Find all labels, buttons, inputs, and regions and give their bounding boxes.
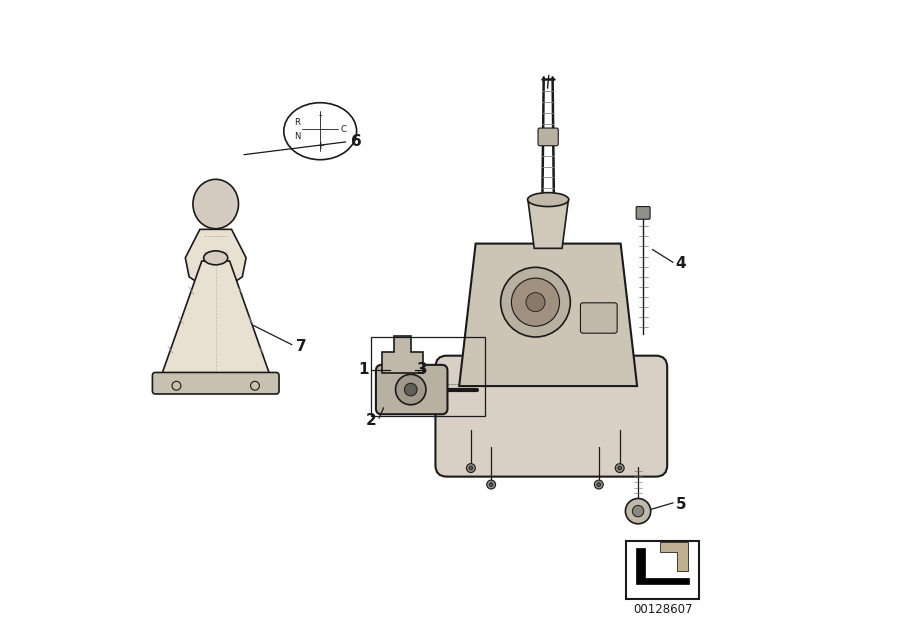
FancyBboxPatch shape	[626, 541, 699, 599]
Ellipse shape	[284, 102, 356, 160]
Text: 5: 5	[675, 497, 686, 512]
Circle shape	[526, 293, 545, 312]
Circle shape	[594, 480, 603, 489]
Text: 6: 6	[351, 134, 361, 149]
Text: 3: 3	[417, 363, 428, 377]
Circle shape	[626, 499, 651, 524]
Text: N: N	[294, 132, 301, 141]
Circle shape	[395, 375, 426, 404]
Circle shape	[616, 464, 624, 473]
Circle shape	[404, 384, 417, 396]
Circle shape	[633, 506, 643, 517]
Polygon shape	[528, 200, 569, 248]
Polygon shape	[459, 244, 637, 386]
Polygon shape	[185, 230, 246, 289]
FancyBboxPatch shape	[580, 303, 617, 333]
Circle shape	[487, 480, 496, 489]
Circle shape	[511, 278, 560, 326]
FancyBboxPatch shape	[203, 286, 228, 310]
FancyBboxPatch shape	[538, 128, 558, 146]
Polygon shape	[160, 261, 272, 380]
Polygon shape	[382, 336, 423, 373]
Text: 00128607: 00128607	[633, 603, 692, 616]
FancyBboxPatch shape	[376, 365, 447, 414]
Circle shape	[490, 483, 493, 487]
FancyBboxPatch shape	[636, 207, 650, 219]
Polygon shape	[660, 542, 688, 571]
Text: C: C	[340, 125, 346, 134]
Circle shape	[500, 267, 571, 337]
Text: 4: 4	[675, 256, 686, 271]
FancyBboxPatch shape	[152, 373, 279, 394]
Text: 2: 2	[365, 413, 376, 428]
Circle shape	[597, 483, 600, 487]
Ellipse shape	[193, 179, 238, 229]
Circle shape	[466, 464, 475, 473]
Text: 7: 7	[296, 339, 307, 354]
Text: +: +	[316, 141, 324, 151]
Text: 1: 1	[358, 363, 369, 377]
Circle shape	[469, 466, 473, 470]
Circle shape	[617, 466, 622, 470]
Ellipse shape	[527, 193, 569, 207]
Text: R: R	[294, 118, 301, 127]
Polygon shape	[636, 548, 689, 584]
FancyBboxPatch shape	[436, 356, 667, 476]
Ellipse shape	[203, 251, 228, 265]
Text: -: -	[319, 110, 322, 120]
